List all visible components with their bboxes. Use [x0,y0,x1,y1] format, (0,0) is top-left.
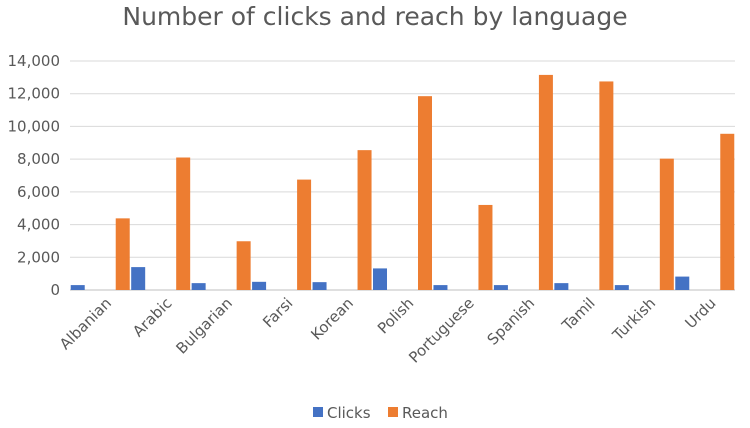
y-tick-label: 14,000 [8,52,61,70]
bar-reach-albanian [115,218,130,290]
y-tick-label: 8,000 [17,150,60,168]
bar-reach-turkish [659,158,674,290]
bar-reach-spanish [538,74,553,291]
bar-reach-bulgarian [236,241,251,290]
legend: Clicks Reach [313,404,448,422]
bar-clicks-spanish [493,285,508,290]
bar-reach-polish [418,96,432,291]
bar-reach-farsi [297,179,312,290]
x-tick-label: Portuguese [405,294,478,367]
bar-clicks-tamil [554,283,569,290]
bar-reach-tamil [599,81,614,290]
x-tick-label: Polish [374,294,417,337]
bar-clicks-korean [312,282,327,290]
x-tick-label: Farsi [259,294,296,331]
bar-clicks-farsi [252,281,267,290]
bar-clicks-portuguese [433,285,448,290]
legend-swatch-clicks [313,407,323,417]
y-axis-ticks: 0 2,000 4,000 6,000 8,000 10,000 12,000 14,000 [8,52,61,299]
legend-label-clicks: Clicks [327,404,371,422]
x-tick-label: Tamil [558,294,599,335]
x-tick-label: Spanish [484,294,539,349]
legend-label-reach: Reach [402,404,448,422]
bar-clicks-turkish [614,285,629,290]
y-tick-label: 6,000 [17,183,60,201]
bar-reach-portuguese [478,204,493,290]
x-tick-label: Arabic [129,294,175,340]
x-tick-label: Albanian [56,294,115,353]
y-tick-label: 12,000 [8,85,61,103]
bar-clicks-urdu [675,276,690,290]
y-tick-label: 0 [50,281,60,299]
legend-swatch-reach [388,407,398,417]
y-tick-label: 2,000 [17,248,60,266]
y-tick-label: 4,000 [17,216,60,234]
bars [70,74,735,291]
chart-title: Number of clicks and reach by language [122,2,627,31]
x-tick-label: Bulgarian [173,294,236,357]
bar-reach-arabic [176,157,191,290]
bar-reach-korean [357,150,372,290]
bar-clicks-bulgarian [191,283,206,290]
x-tick-label: Urdu [681,294,719,332]
bar-clicks-polish [373,268,387,290]
gridlines [70,60,735,291]
x-tick-label: Turkish [608,294,659,345]
bar-reach-urdu [720,133,735,290]
y-tick-label: 10,000 [8,117,61,135]
x-tick-label: Korean [307,294,357,344]
bar-clicks-arabic [131,267,146,290]
bar-clicks-albanian [70,285,85,290]
